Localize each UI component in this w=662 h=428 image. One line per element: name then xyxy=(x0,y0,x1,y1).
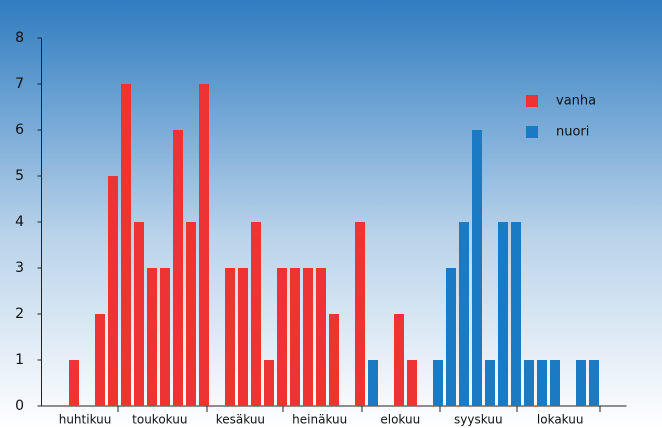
bar xyxy=(589,360,599,406)
bar xyxy=(238,268,248,406)
bar xyxy=(472,130,482,406)
bar xyxy=(95,314,105,406)
bar xyxy=(108,176,118,406)
bar xyxy=(446,268,456,406)
bar xyxy=(550,360,560,406)
x-tick-label: huhtikuu xyxy=(59,413,112,427)
legend-swatch xyxy=(526,95,538,107)
bar xyxy=(199,84,209,406)
bar xyxy=(186,222,196,406)
bar xyxy=(407,360,417,406)
x-tick-label: heinäkuu xyxy=(292,413,347,427)
bar xyxy=(134,222,144,406)
bar xyxy=(316,268,326,406)
bar xyxy=(303,268,313,406)
y-tick-label: 7 xyxy=(15,76,24,92)
y-tick-label: 6 xyxy=(15,122,24,138)
y-tick-label: 0 xyxy=(15,398,24,414)
x-tick-label: toukokuu xyxy=(132,413,187,427)
y-tick-label: 8 xyxy=(15,30,24,46)
legend-label: nuori xyxy=(556,125,589,140)
bar xyxy=(511,222,521,406)
bar xyxy=(251,222,261,406)
bar xyxy=(576,360,586,406)
bar xyxy=(160,268,170,406)
bar xyxy=(69,360,79,406)
bar xyxy=(329,314,339,406)
y-tick-label: 1 xyxy=(15,352,24,368)
bar xyxy=(147,268,157,406)
x-tick-label: syyskuu xyxy=(454,413,503,427)
bar xyxy=(264,360,274,406)
y-tick-label: 5 xyxy=(15,168,24,184)
y-tick-label: 3 xyxy=(15,260,24,276)
y-tick-label: 4 xyxy=(15,214,24,230)
x-tick-label: elokuu xyxy=(380,413,420,427)
bar xyxy=(277,268,287,406)
legend-label: vanha xyxy=(556,94,596,109)
x-tick-label: lokakuu xyxy=(537,413,584,427)
bar xyxy=(368,360,378,406)
bar xyxy=(355,222,365,406)
bar xyxy=(537,360,547,406)
bar xyxy=(225,268,235,406)
bar xyxy=(459,222,469,406)
bar xyxy=(290,268,300,406)
bar xyxy=(524,360,534,406)
month-separators xyxy=(117,406,601,412)
bar xyxy=(433,360,443,406)
bar xyxy=(173,130,183,406)
x-tick-label: kesäkuu xyxy=(216,413,265,427)
legend-swatch xyxy=(526,126,538,138)
bar xyxy=(485,360,495,406)
bar xyxy=(121,84,131,406)
bar xyxy=(498,222,508,406)
bar xyxy=(394,314,404,406)
y-tick-label: 2 xyxy=(15,306,24,322)
